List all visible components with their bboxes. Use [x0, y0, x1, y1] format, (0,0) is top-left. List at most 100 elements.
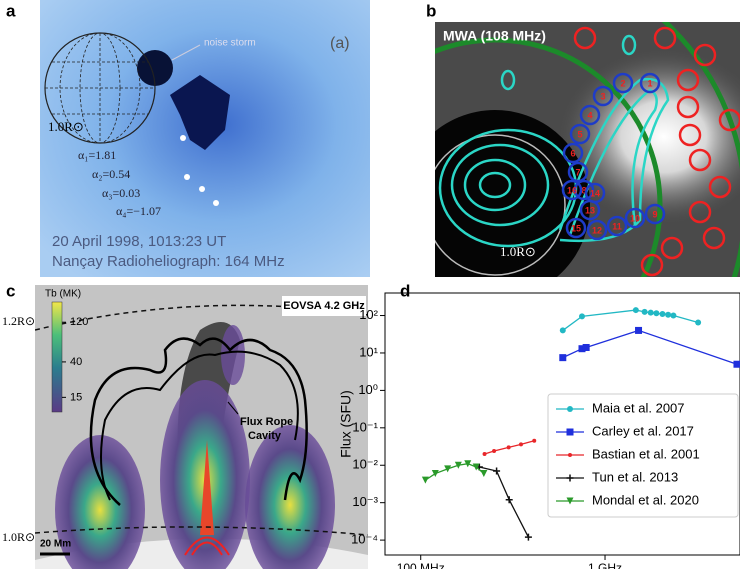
marker-label: 8 [581, 185, 586, 195]
series-line [562, 309, 699, 331]
marker-circle [565, 217, 587, 239]
legend-label: Maia et al. 2007 [592, 400, 685, 415]
marker-label: 14 [590, 188, 600, 198]
annotation: Flux Rope [240, 416, 293, 428]
data-point [659, 310, 666, 317]
x-tick-label: 100 MHz [397, 561, 445, 569]
radio-source [55, 435, 145, 569]
red-circles [573, 26, 740, 277]
green-arc [435, 37, 663, 277]
data-point [482, 451, 487, 456]
data-point [559, 327, 566, 334]
data-point [670, 312, 677, 319]
legend-label: Bastian et al. 2001 [592, 446, 700, 461]
marker-label: 15 [571, 223, 581, 233]
colorbar-tick-label: 15 [70, 391, 82, 403]
flux-rope [89, 337, 308, 506]
data-point [635, 326, 643, 334]
source-dots [180, 135, 219, 206]
data-point [559, 354, 567, 362]
y-tick-label: 10⁻³ [352, 494, 378, 509]
annotation: Cavity [248, 430, 282, 442]
data-point [518, 442, 523, 447]
legend-marker [566, 497, 574, 505]
data-point [532, 438, 537, 443]
current-sheet [200, 440, 214, 535]
series-line [479, 466, 529, 538]
panel-label: d [400, 281, 410, 300]
marker-label: 3 [600, 91, 605, 101]
panel-tag: (a) [330, 35, 350, 52]
marker-circle [561, 179, 583, 201]
marker-label: 7 [575, 167, 580, 177]
annotation: noise storm [204, 38, 256, 49]
caption: Nançay Radioheliograph: 164 MHz [52, 253, 285, 270]
index-label: α₁=1.81 [78, 148, 116, 162]
radio-source [221, 325, 245, 385]
marker-label: 1 [647, 78, 652, 88]
data-point [578, 345, 586, 353]
marker-circle [606, 215, 628, 237]
data-point [472, 463, 480, 471]
data-point [641, 308, 648, 315]
marker-circle [612, 72, 634, 94]
legend-label: Carley et al. 2017 [592, 423, 694, 438]
data-point [665, 311, 672, 318]
index-label: α₃=0.03 [102, 186, 140, 200]
marker-circle [562, 142, 584, 164]
data-point [431, 470, 439, 478]
data-point [493, 467, 501, 475]
panel-a: a (a) noise storm 1.0R⊙ α₁=1.81 α₂=0.54 … [6, 0, 370, 277]
y-tick-label: 10⁰ [358, 382, 378, 397]
marker-circle [567, 161, 589, 183]
panel-d: d 10² 10¹ 10⁰ 10⁻¹ 10⁻² 10⁻³ 10⁻⁴ 100 MHz 1 GHz F… [338, 281, 740, 569]
radio-source [245, 425, 335, 569]
y-tick-label: 10⁻¹ [352, 419, 378, 434]
marker-circle [639, 72, 661, 94]
marker-circle [584, 182, 606, 204]
instrument-box [282, 296, 366, 316]
legend-label: Mondal et al. 2020 [592, 492, 699, 507]
dashed-arc [35, 526, 368, 536]
y-tick-label: 10⁻² [352, 457, 378, 472]
colorbar [51, 301, 63, 413]
data-point [444, 465, 452, 473]
data-point [480, 470, 488, 478]
data-point [464, 460, 472, 468]
data-point [733, 360, 740, 368]
panel-label: a [6, 1, 16, 20]
marker-circle [586, 219, 608, 241]
legend-marker [566, 474, 574, 482]
instrument-label: EOVSA 4.2 GHz [283, 300, 365, 312]
marker-label: 13 [585, 205, 595, 215]
noise-storm-source [137, 50, 173, 86]
index-label: α₂=0.54 [92, 167, 130, 181]
dark-emission [170, 75, 230, 150]
marker-label: 4 [587, 110, 592, 120]
marker-circle [624, 207, 646, 229]
radius-label: 1.2R⊙ [2, 314, 35, 328]
colorbar-tick-label: 120 [70, 316, 88, 328]
panel-label: c [6, 281, 15, 300]
data-point [582, 343, 590, 351]
data-point [524, 533, 532, 541]
index-label: α₄=−1.07 [116, 204, 161, 218]
panel-label: b [426, 1, 436, 20]
data-point [578, 313, 585, 320]
red-arcs [184, 536, 230, 556]
data-point [421, 476, 429, 484]
marker-circle [573, 179, 595, 201]
legend-marker [567, 406, 573, 412]
panel-c-overlay: 120 40 15 c Tb (MK) EOVSA 4.2 GHz 1.2R⊙ 1.… [2, 281, 366, 556]
data-point [647, 309, 654, 316]
flux-rope [100, 350, 299, 501]
data-point [506, 445, 511, 450]
colorbar-tick-label: 40 [70, 356, 82, 368]
panel-b [435, 22, 740, 277]
marker-label: 6 [570, 148, 575, 158]
y-tick-label: 10⁻⁴ [351, 532, 378, 547]
annotation-arrow [227, 401, 239, 415]
caption: 20 April 1998, 1013:23 UT [52, 233, 226, 250]
